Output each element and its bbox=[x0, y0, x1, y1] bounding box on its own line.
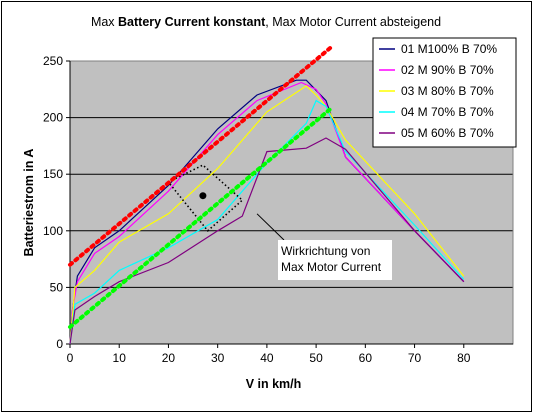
x-tick-label: 30 bbox=[211, 351, 225, 365]
chart-title: Max Battery Current konstant, Max Motor … bbox=[91, 15, 441, 29]
chart-title-part: Max bbox=[91, 15, 118, 29]
x-tick-label: 70 bbox=[408, 351, 422, 365]
annotation-leader-line bbox=[256, 213, 285, 241]
series-line bbox=[69, 81, 465, 345]
trend-line bbox=[68, 106, 333, 330]
series-line bbox=[69, 137, 465, 345]
x-tick-label: 10 bbox=[113, 351, 127, 365]
trend-line bbox=[68, 45, 333, 267]
chart-title-part: Battery Current konstant bbox=[118, 15, 266, 29]
y-tick-label: 200 bbox=[43, 111, 63, 125]
annotation-text: Max Motor Current bbox=[281, 260, 382, 274]
y-tick-label: 250 bbox=[43, 54, 63, 68]
chart-title-part: , Max Motor Current absteigend bbox=[265, 15, 441, 29]
y-tick-label: 100 bbox=[43, 224, 63, 238]
x-axis-title: V in km/h bbox=[246, 377, 302, 391]
legend-label: 04 M 70% B 70% bbox=[401, 105, 494, 119]
x-tick-label: 20 bbox=[162, 351, 176, 365]
y-tick-label: 50 bbox=[50, 280, 64, 294]
y-axis-title: Batteriestrom in A bbox=[22, 149, 36, 257]
legend-box bbox=[372, 37, 517, 148]
annotation-box bbox=[278, 240, 392, 280]
marker-point bbox=[199, 192, 207, 200]
x-tick-label: 80 bbox=[457, 351, 471, 365]
x-tick-label: 0 bbox=[67, 351, 74, 365]
x-tick-label: 40 bbox=[260, 351, 274, 365]
legend-label: 05 M 60% B 70% bbox=[401, 126, 494, 140]
x-tick-label: 60 bbox=[359, 351, 373, 365]
x-tick-label: 50 bbox=[309, 351, 323, 365]
y-tick-label: 150 bbox=[43, 167, 63, 181]
annotation-text: Wirkrichtung von bbox=[281, 244, 370, 258]
y-tick-label: 0 bbox=[56, 337, 63, 351]
legend-label: 02 M 90% B 70% bbox=[401, 63, 494, 77]
legend-label: 03 M 80% B 70% bbox=[401, 84, 494, 98]
series-line bbox=[69, 85, 465, 345]
legend-label: 01 M100% B 70% bbox=[401, 42, 497, 56]
